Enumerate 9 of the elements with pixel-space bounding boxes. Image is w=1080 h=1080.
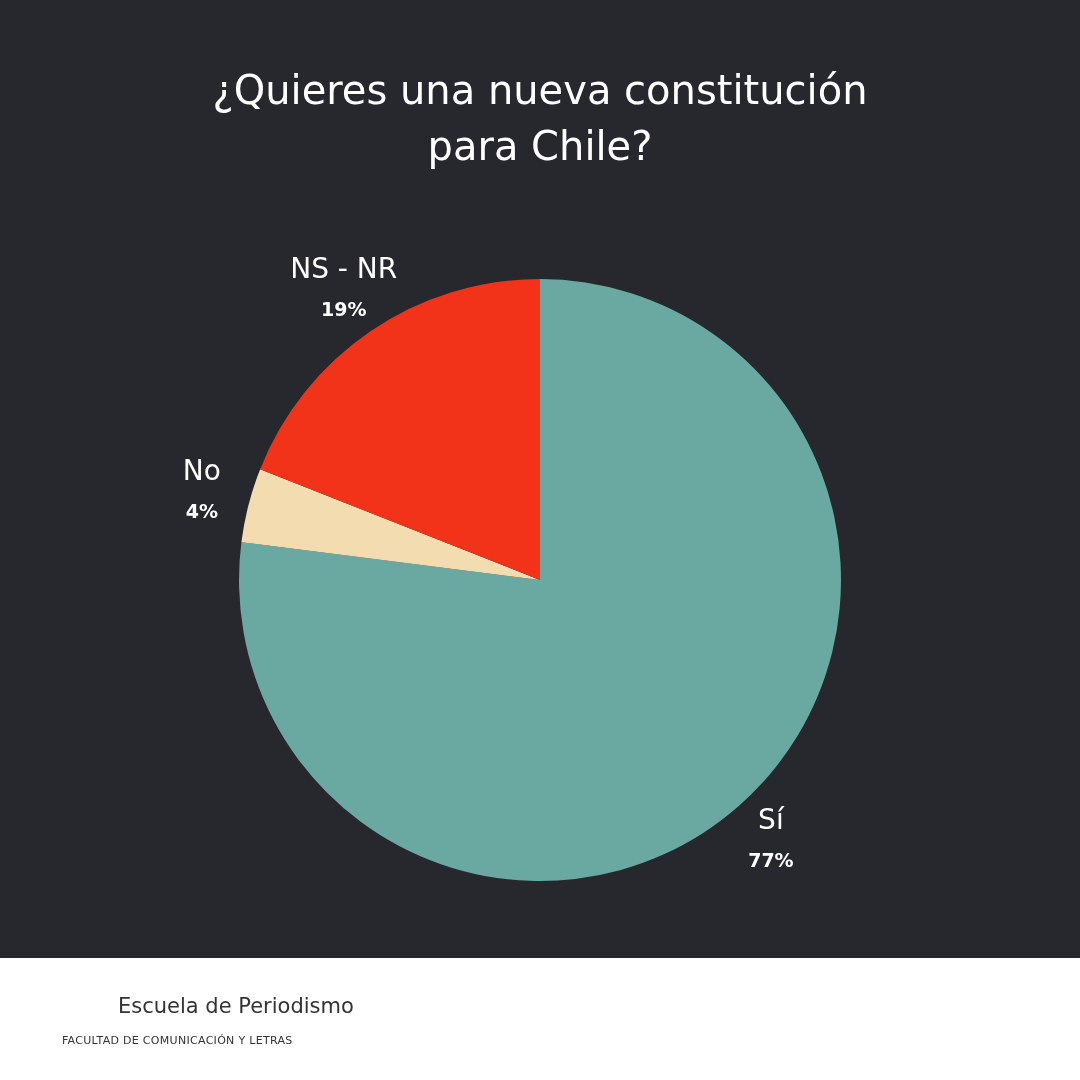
text: FACULTAD DE COMUNICACIÓN Y LETRAS: [62, 1034, 293, 1047]
data-label: 4%: [185, 500, 218, 523]
chart-title: ¿Quieres una nueva constitución para Chile?: [211, 66, 869, 171]
data-label: 19%: [321, 298, 367, 321]
slice-label: NS - NR: [290, 252, 398, 286]
text: Escuela de Periodismo: [118, 994, 354, 1018]
slice-label: Sí: [758, 803, 785, 837]
slice-label: No: [182, 454, 221, 488]
data-label: 77%: [748, 848, 794, 871]
